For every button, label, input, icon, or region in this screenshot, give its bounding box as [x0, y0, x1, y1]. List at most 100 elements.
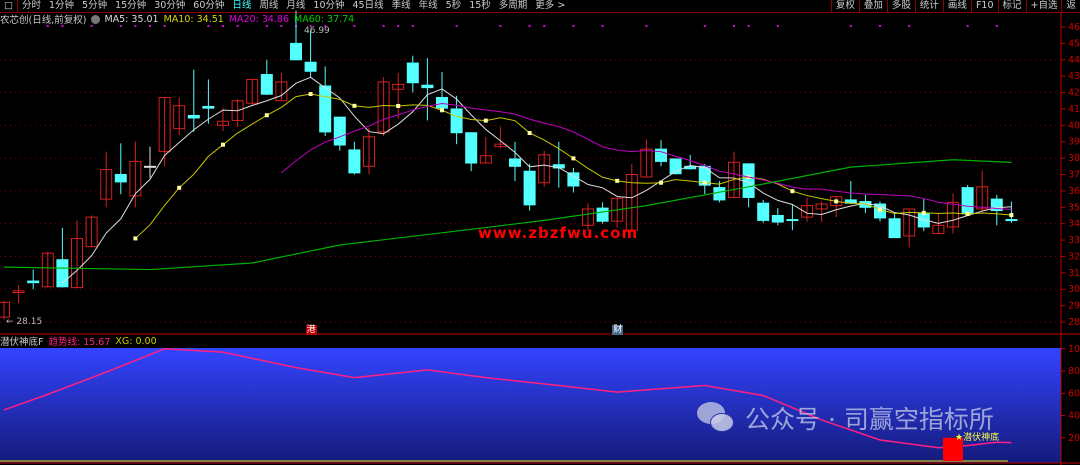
period-tab[interactable]: 30分钟 [154, 0, 186, 11]
y-tick-label: 43 [1068, 71, 1080, 82]
period-tab[interactable]: 更多 > [535, 0, 566, 11]
signal-dot [265, 25, 268, 27]
ma-dot [264, 113, 269, 118]
candle-body [392, 83, 405, 90]
candle-body [976, 186, 989, 210]
candle-body [377, 81, 390, 133]
y-tick-label: 29 [1068, 301, 1080, 312]
candle-body [246, 78, 259, 104]
candle-body [56, 259, 69, 288]
period-tab[interactable]: 5分钟 [82, 0, 108, 11]
period-tab[interactable]: 45日线 [352, 0, 384, 11]
candle-body [801, 205, 813, 218]
trend-line [3, 347, 1012, 449]
candle-body [479, 155, 492, 164]
candle-body [158, 96, 171, 153]
y-tick-label: 46 [1068, 22, 1080, 33]
period-tab[interactable]: 5秒 [445, 0, 462, 11]
period-tab[interactable]: 分时 [21, 0, 41, 11]
candle-body [421, 84, 434, 89]
signal-dot [46, 25, 49, 27]
candle-body [582, 208, 594, 226]
toolbar-button[interactable]: 统计 [914, 0, 943, 13]
candle-body [406, 62, 419, 84]
period-tab[interactable]: 10分钟 [313, 0, 345, 11]
toolbar-button[interactable]: F10 [970, 0, 998, 13]
candle-body [815, 203, 828, 210]
candle-body [187, 115, 200, 119]
signal-dot [703, 25, 706, 27]
ma-dot [571, 156, 576, 161]
ma20-label: MA20: 34.86 [228, 13, 290, 25]
signal-dot [61, 25, 64, 27]
toolbar-button[interactable]: 画线 [942, 0, 971, 13]
period-tab[interactable]: 15秒 [469, 0, 491, 11]
candle-body [319, 85, 332, 133]
indicator-name: 潜伏神底F [0, 337, 44, 348]
wechat-watermark: 公众号 · 司赢空指标所 [697, 400, 994, 436]
signal-bar [943, 437, 963, 461]
candle-body [742, 163, 755, 198]
signal-dot [645, 25, 648, 27]
candle-body [786, 219, 799, 222]
candle-body [173, 105, 186, 130]
high-price-label: 46.99 [304, 26, 330, 36]
candle-body [348, 149, 361, 174]
signal-dot [879, 25, 881, 27]
toolbar-button[interactable]: 标记 [997, 0, 1026, 13]
candle-body [509, 158, 521, 167]
gear-icon[interactable] [91, 14, 101, 24]
ma20-line [281, 102, 1012, 211]
period-tab[interactable]: 年线 [418, 0, 438, 11]
marker-cai[interactable]: 财 [612, 325, 624, 335]
signal-dot [353, 25, 356, 27]
marker-gang[interactable]: 港 [305, 325, 317, 335]
signal-dot [455, 25, 458, 27]
ma-dot [177, 185, 182, 190]
period-tab[interactable]: 季线 [391, 0, 411, 11]
period-tab[interactable]: 1分钟 [49, 0, 75, 11]
y-tick-label: 33 [1068, 235, 1080, 246]
period-tab[interactable]: 周线 [259, 0, 279, 11]
candle-body [41, 252, 54, 288]
candle-body [888, 218, 901, 239]
signal-dot [499, 25, 502, 27]
candle-body [27, 280, 40, 284]
y-tick-label: 38 [1068, 153, 1080, 164]
ma-dot [483, 118, 488, 123]
signal-dot [222, 25, 224, 27]
candle-body [100, 169, 113, 200]
toolbar-button[interactable]: +自选 [1025, 0, 1062, 13]
candle-body [12, 290, 25, 294]
candle-body [436, 96, 448, 109]
window-icon[interactable]: □ [0, 0, 18, 12]
toolbar-button[interactable]: 叠加 [858, 0, 887, 13]
candle-body [713, 187, 726, 201]
candle-body [947, 201, 959, 228]
low-price-label: ← 28.15 [6, 317, 42, 327]
candle-body [596, 207, 609, 222]
toolbar-button[interactable]: 多股 [886, 0, 915, 13]
toolbar-button[interactable]: 复权 [830, 0, 859, 13]
signal-dot [601, 25, 604, 27]
signal-dot [543, 25, 546, 27]
candle-body [450, 108, 463, 134]
signal-dot [134, 25, 137, 27]
period-tab[interactable]: 60分钟 [193, 0, 225, 11]
candle-body [655, 148, 667, 162]
candle-body [830, 196, 843, 207]
ma60-line [3, 159, 1012, 271]
signal-dot [324, 25, 327, 27]
candle-body [202, 105, 215, 109]
period-tab[interactable]: 月线 [286, 0, 306, 11]
candle-body [144, 165, 156, 168]
sub-y-tick-label: 60 [1068, 388, 1080, 399]
toolbar-button[interactable]: 返 [1061, 0, 1080, 13]
period-tab[interactable]: 15分钟 [115, 0, 147, 11]
candle-body [465, 132, 478, 164]
period-tab[interactable]: 多周期 [498, 0, 528, 11]
signal-dot [309, 25, 312, 27]
period-tab[interactable]: 日线 [232, 0, 252, 11]
ma-dot [878, 207, 882, 212]
